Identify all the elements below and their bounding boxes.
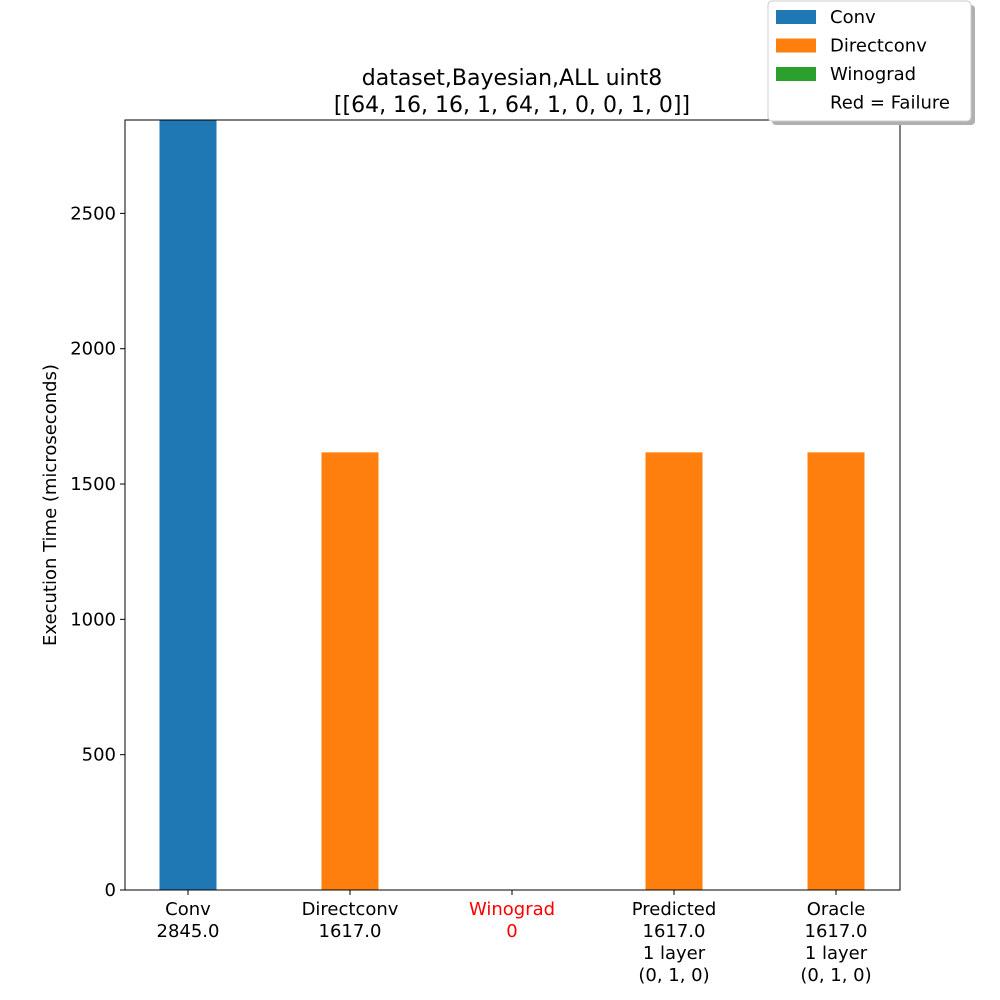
y-tick-label: 1500 — [70, 474, 116, 495]
legend-label: Winograd — [830, 64, 916, 85]
bars-layer — [159, 120, 865, 890]
x-tick-label: Oracle — [807, 899, 866, 920]
x-axis: Conv2845.0Directconv1617.0Winograd0Predi… — [157, 890, 872, 986]
x-tick-label: 0 — [506, 921, 517, 942]
bar-directconv — [321, 452, 379, 890]
x-tick-label: 1617.0 — [643, 921, 706, 942]
legend-swatch — [776, 38, 816, 53]
y-tick-label: 2500 — [70, 203, 116, 224]
x-tick-label: 2845.0 — [157, 921, 220, 942]
y-axis-label: Execution Time (microseconds) — [40, 364, 61, 646]
legend-box — [767, 0, 972, 122]
x-tick-label: (0, 1, 0) — [800, 965, 871, 986]
legend-swatch — [776, 10, 816, 24]
legend: Conv Directconv Winograd Red = Failure — [767, 0, 975, 125]
y-tick-label: 2000 — [70, 339, 116, 360]
x-tick-label: Winograd — [469, 899, 555, 920]
y-axis: 0 500 1000 1500 2000 2500 — [70, 203, 125, 901]
chart-title-line-1: dataset,Bayesian,ALL uint8 — [362, 66, 662, 91]
y-tick-label: 0 — [105, 880, 116, 901]
x-tick-label: (0, 1, 0) — [638, 965, 709, 986]
bar-predicted — [645, 452, 703, 890]
x-tick-label: Predicted — [632, 899, 717, 920]
x-tick-label: 1 layer — [643, 943, 706, 964]
bar-conv — [159, 120, 217, 890]
y-tick-label: 1000 — [70, 609, 116, 630]
legend-label: Red = Failure — [830, 93, 950, 114]
plot-frame — [124, 119, 901, 891]
x-tick-label: 1617.0 — [805, 921, 868, 942]
bar-oracle — [807, 452, 865, 890]
legend-label: Directconv — [830, 36, 927, 57]
x-tick-label: 1 layer — [805, 943, 868, 964]
x-tick-label: Conv — [165, 899, 211, 920]
x-tick-label: Directconv — [302, 899, 399, 920]
x-tick-label: 1617.0 — [319, 921, 382, 942]
y-tick-label: 500 — [82, 745, 116, 766]
legend-swatch — [776, 67, 816, 81]
chart-title-line-2: [[64, 16, 16, 1, 64, 1, 0, 0, 1, 0]] — [334, 93, 690, 118]
legend-label: Conv — [830, 7, 876, 28]
